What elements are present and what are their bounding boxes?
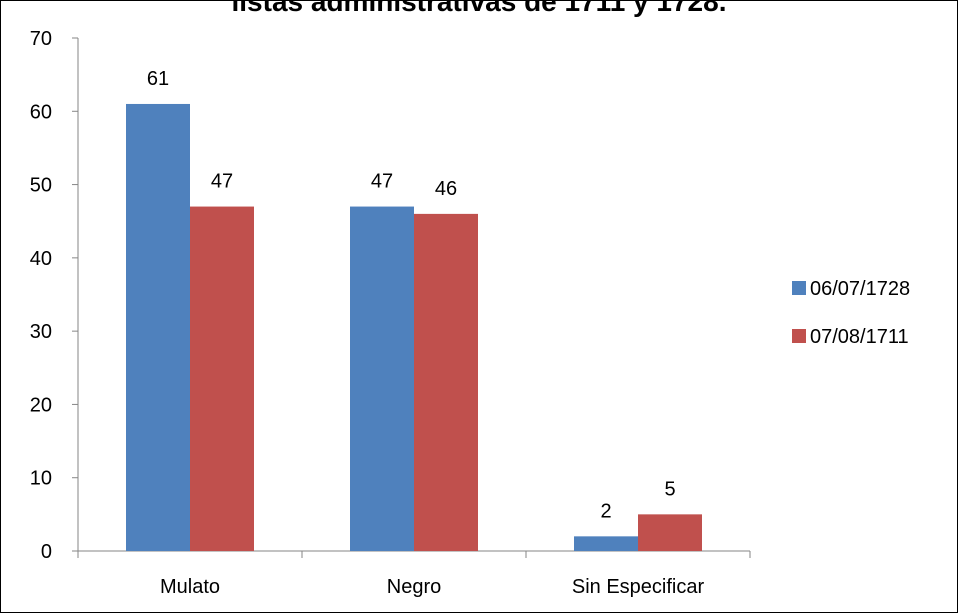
- data-label: 46: [435, 178, 457, 200]
- data-label: 61: [147, 68, 169, 90]
- legend-swatch: [792, 281, 806, 295]
- bar: [574, 536, 638, 551]
- x-tick-label: Negro: [387, 576, 441, 598]
- y-tick-label: 20: [30, 394, 52, 416]
- bar: [638, 514, 702, 551]
- x-tick-label: Sin Especificar: [572, 576, 705, 598]
- y-tick-label: 60: [30, 101, 52, 123]
- data-label: 47: [371, 171, 393, 193]
- bar: [350, 206, 414, 552]
- y-tick-label: 30: [30, 321, 52, 343]
- legend-swatch: [792, 329, 806, 343]
- bar: [190, 206, 254, 552]
- bar: [126, 103, 190, 551]
- legend-label: 07/08/1711: [810, 326, 909, 348]
- chart-title: listas administrativas de 1711 y 1728.: [231, 0, 727, 17]
- data-label: 5: [664, 478, 675, 500]
- y-tick-label: 0: [41, 541, 52, 563]
- y-tick-label: 40: [30, 248, 52, 270]
- x-tick-label: Mulato: [160, 576, 220, 598]
- x-axis: Mulato Negro Sin Especificar: [77, 550, 751, 598]
- legend: 06/07/1728 07/08/1711: [792, 278, 910, 348]
- y-tick-label: 70: [30, 28, 52, 50]
- y-axis: 0 10 20 30 40 50 60 70: [30, 28, 79, 563]
- bars: [126, 103, 702, 552]
- bar: [414, 213, 478, 551]
- data-label: 2: [600, 500, 611, 522]
- data-labels: 61 47 2 47 46 5: [147, 68, 676, 522]
- legend-label: 06/07/1728: [810, 278, 910, 300]
- y-tick-label: 10: [30, 468, 52, 490]
- y-tick-label: 50: [30, 175, 52, 197]
- data-label: 47: [211, 171, 233, 193]
